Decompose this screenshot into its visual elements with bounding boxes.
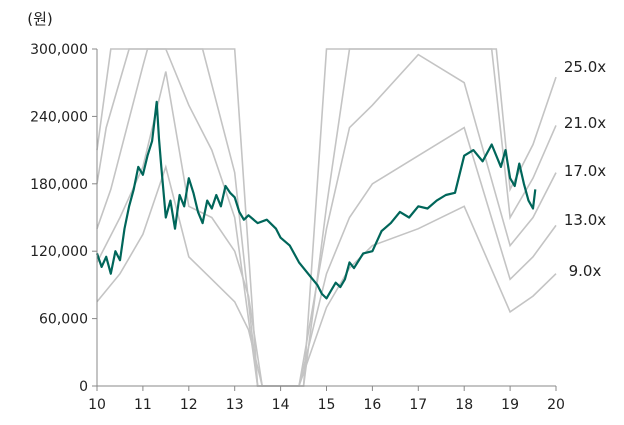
x-tick-label: 18 bbox=[455, 397, 473, 413]
x-tick-label: 13 bbox=[226, 397, 244, 413]
y-axis-label: (원) bbox=[27, 10, 53, 28]
price-line-group bbox=[95, 100, 537, 300]
y-tick-label: 0 bbox=[79, 379, 88, 395]
x-tick-label: 12 bbox=[180, 397, 198, 413]
y-tick-label: 120,000 bbox=[30, 244, 88, 260]
x-tick-label: 17 bbox=[409, 397, 427, 413]
band-labels: 25.0x 21.0x 17.0x 13.0x 9.0x bbox=[564, 58, 606, 280]
band-label: 13.0x bbox=[564, 211, 606, 229]
band-label: 9.0x bbox=[569, 262, 602, 280]
x-tick-label: 11 bbox=[134, 397, 152, 413]
y-tick-label: 240,000 bbox=[30, 109, 88, 125]
price-line bbox=[95, 100, 537, 300]
x-tick-label: 10 bbox=[88, 397, 106, 413]
x-tick-label: 16 bbox=[363, 397, 381, 413]
y-tick-label: 60,000 bbox=[39, 312, 88, 328]
y-tick-label: 300,000 bbox=[30, 42, 88, 58]
band-label: 21.0x bbox=[564, 114, 606, 132]
band-label: 25.0x bbox=[564, 58, 606, 76]
x-tick-label: 20 bbox=[547, 397, 565, 413]
axes: 300,000 240,000 180,000 120,000 60,000 010 11 1… bbox=[30, 42, 565, 413]
y-tick-label: 180,000 bbox=[30, 177, 88, 193]
x-tick-label: 19 bbox=[501, 397, 519, 413]
x-tick-label: 14 bbox=[272, 397, 290, 413]
band-label: 17.0x bbox=[564, 162, 606, 180]
x-tick-label: 15 bbox=[318, 397, 336, 413]
